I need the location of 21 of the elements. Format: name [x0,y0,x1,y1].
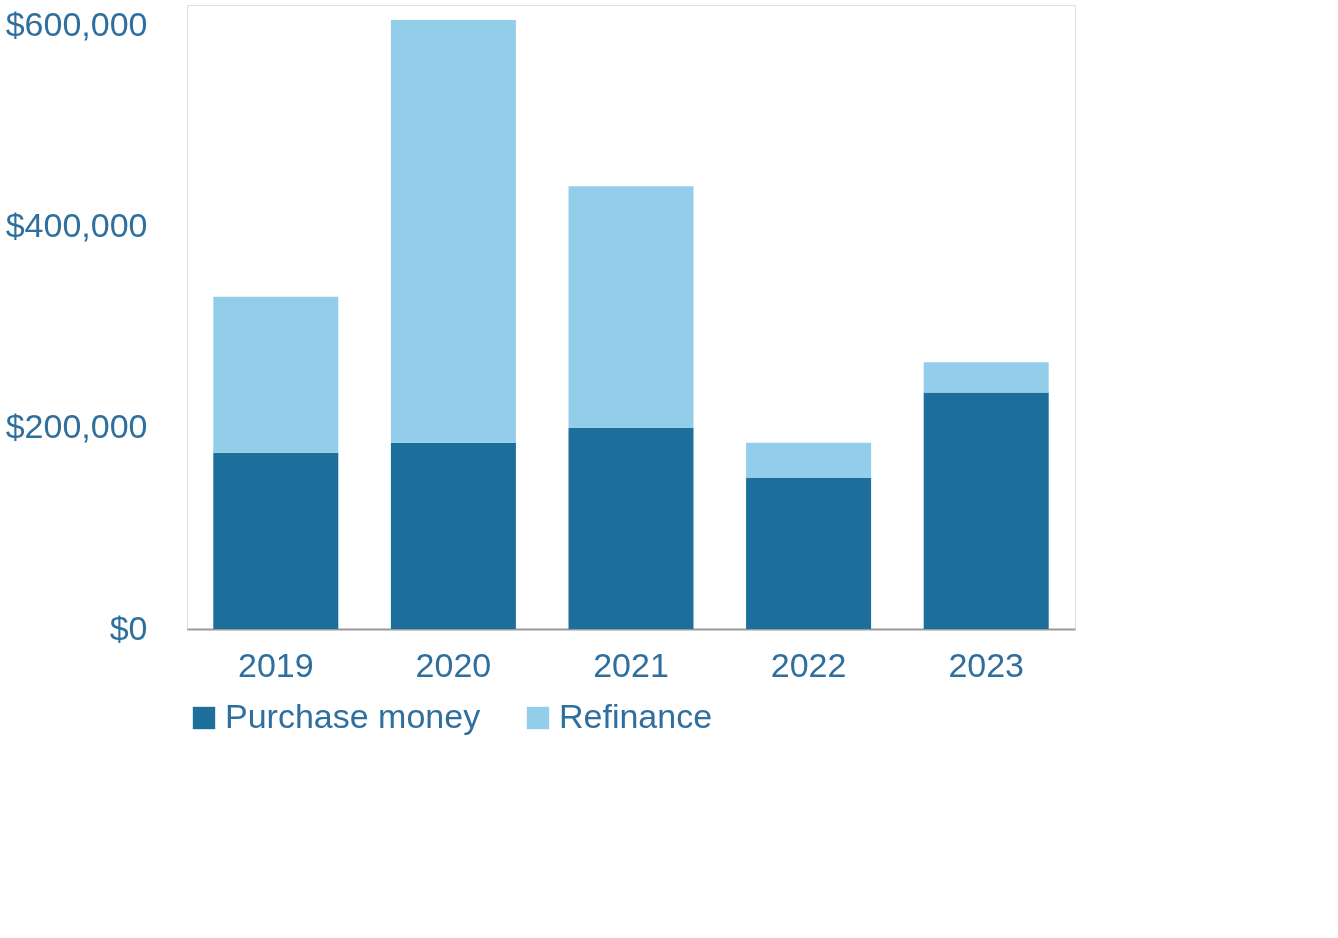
y-tick-label: $200,000 [5,407,148,446]
x-tick-label: 2020 [415,645,492,684]
y-tick-label: $0 [109,608,148,647]
x-tick-label: 2021 [593,645,669,684]
bar [923,362,1049,393]
legend-label: Purchase money [225,697,481,735]
y-tick-label: $400,000 [5,205,148,244]
y-tick-label: $600,000 [5,4,148,43]
bar [213,452,339,629]
x-tick-label: 2023 [948,645,1025,684]
x-tick-label: 2019 [237,645,314,684]
x-tick-label: 2022 [770,645,847,684]
bar [746,442,872,479]
legend-label: Refinance [559,697,713,735]
bar [746,478,872,629]
bar [568,186,694,428]
bar [390,442,516,629]
bar [213,296,339,453]
bar [390,20,516,443]
bar [923,392,1049,629]
bar [568,427,694,629]
